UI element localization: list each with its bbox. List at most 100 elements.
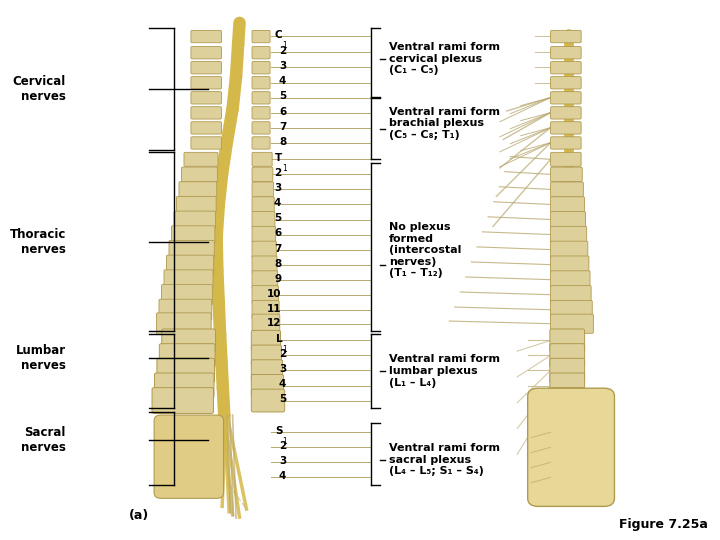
FancyBboxPatch shape [551, 256, 589, 273]
FancyBboxPatch shape [251, 389, 284, 412]
Text: 6: 6 [274, 228, 282, 239]
FancyBboxPatch shape [252, 212, 275, 227]
FancyBboxPatch shape [551, 152, 581, 166]
FancyBboxPatch shape [191, 46, 222, 59]
FancyBboxPatch shape [251, 330, 281, 350]
FancyBboxPatch shape [550, 359, 585, 383]
Text: 3: 3 [279, 456, 286, 466]
FancyBboxPatch shape [551, 286, 591, 304]
Text: 6: 6 [279, 106, 286, 117]
Text: 4: 4 [274, 198, 282, 208]
FancyBboxPatch shape [252, 92, 270, 104]
Text: Ventral rami form
lumbar plexus
(L₁ – L₄): Ventral rami form lumbar plexus (L₁ – L₄… [389, 354, 500, 388]
Text: Cervical
nerves: Cervical nerves [13, 75, 66, 103]
FancyBboxPatch shape [252, 226, 276, 242]
FancyBboxPatch shape [551, 314, 593, 333]
Text: 1: 1 [282, 345, 287, 354]
FancyBboxPatch shape [252, 256, 277, 273]
FancyBboxPatch shape [252, 152, 272, 166]
FancyBboxPatch shape [169, 240, 215, 259]
FancyBboxPatch shape [191, 62, 222, 74]
FancyBboxPatch shape [181, 167, 217, 182]
Text: 8: 8 [274, 259, 282, 268]
FancyBboxPatch shape [155, 373, 214, 398]
Text: 9: 9 [274, 274, 282, 284]
FancyBboxPatch shape [252, 300, 279, 319]
FancyBboxPatch shape [191, 122, 222, 134]
FancyBboxPatch shape [164, 270, 213, 289]
FancyBboxPatch shape [550, 343, 585, 367]
FancyBboxPatch shape [550, 329, 585, 352]
FancyBboxPatch shape [252, 197, 274, 212]
FancyBboxPatch shape [179, 182, 217, 197]
FancyBboxPatch shape [191, 30, 222, 43]
Text: (a): (a) [129, 510, 149, 523]
Text: 3: 3 [279, 62, 286, 71]
FancyBboxPatch shape [162, 329, 215, 352]
FancyBboxPatch shape [551, 212, 585, 227]
Text: 1: 1 [282, 40, 287, 50]
Text: Ventral rami form
brachial plexus
(C₅ – C₈; T₁): Ventral rami form brachial plexus (C₅ – … [389, 107, 500, 140]
FancyBboxPatch shape [252, 314, 280, 333]
Text: 2: 2 [279, 349, 286, 359]
FancyBboxPatch shape [252, 137, 270, 149]
FancyBboxPatch shape [152, 388, 214, 414]
FancyBboxPatch shape [191, 77, 222, 89]
FancyBboxPatch shape [252, 271, 278, 288]
Text: 5: 5 [279, 395, 286, 404]
FancyBboxPatch shape [550, 388, 585, 414]
FancyBboxPatch shape [161, 285, 212, 305]
FancyBboxPatch shape [251, 360, 282, 381]
Text: Sacral
nerves: Sacral nerves [21, 426, 66, 454]
FancyBboxPatch shape [157, 359, 215, 383]
FancyBboxPatch shape [159, 343, 215, 367]
FancyBboxPatch shape [252, 107, 270, 119]
FancyBboxPatch shape [252, 241, 276, 258]
FancyBboxPatch shape [171, 226, 215, 244]
Text: 3: 3 [274, 184, 282, 193]
FancyBboxPatch shape [251, 374, 284, 396]
FancyBboxPatch shape [551, 77, 581, 89]
Text: 1: 1 [282, 436, 287, 446]
Text: C: C [275, 30, 282, 40]
Text: Ventral rami form
sacral plexus
(L₄ – L₅; S₁ – S₄): Ventral rami form sacral plexus (L₄ – L₅… [389, 443, 500, 476]
Text: 2: 2 [279, 441, 286, 451]
FancyBboxPatch shape [191, 92, 222, 104]
FancyBboxPatch shape [551, 107, 581, 119]
FancyBboxPatch shape [551, 46, 581, 59]
Text: 12: 12 [266, 318, 282, 328]
FancyBboxPatch shape [156, 313, 211, 335]
FancyBboxPatch shape [551, 226, 587, 242]
FancyBboxPatch shape [252, 167, 273, 181]
FancyBboxPatch shape [159, 299, 212, 320]
Text: No plexus
formed
(intercostal
nerves)
(T₁ – T₁₂): No plexus formed (intercostal nerves) (T… [389, 222, 462, 278]
Text: Lumbar
nerves: Lumbar nerves [16, 343, 66, 372]
FancyBboxPatch shape [184, 152, 218, 166]
FancyBboxPatch shape [551, 62, 581, 74]
Text: Thoracic
nerves: Thoracic nerves [9, 227, 66, 255]
FancyBboxPatch shape [252, 30, 270, 43]
Text: 5: 5 [274, 213, 282, 224]
Text: S: S [275, 426, 282, 436]
FancyBboxPatch shape [551, 300, 593, 319]
Text: 11: 11 [266, 303, 282, 314]
Text: 5: 5 [279, 91, 286, 102]
Text: 10: 10 [266, 289, 282, 299]
FancyBboxPatch shape [166, 255, 214, 274]
FancyBboxPatch shape [251, 345, 282, 366]
FancyBboxPatch shape [191, 137, 222, 149]
FancyBboxPatch shape [191, 107, 222, 119]
Text: 8: 8 [279, 137, 286, 146]
FancyBboxPatch shape [551, 197, 585, 212]
Text: 4: 4 [279, 471, 287, 481]
FancyBboxPatch shape [551, 122, 581, 134]
FancyBboxPatch shape [551, 30, 581, 43]
Text: L: L [276, 334, 282, 345]
FancyBboxPatch shape [154, 415, 223, 498]
Text: 4: 4 [279, 77, 287, 86]
Text: Ventral rami form
cervical plexus
(C₁ – C₅): Ventral rami form cervical plexus (C₁ – … [389, 42, 500, 76]
FancyBboxPatch shape [551, 241, 588, 258]
Text: 3: 3 [279, 364, 286, 374]
FancyBboxPatch shape [551, 182, 583, 197]
Text: 4: 4 [279, 380, 287, 389]
